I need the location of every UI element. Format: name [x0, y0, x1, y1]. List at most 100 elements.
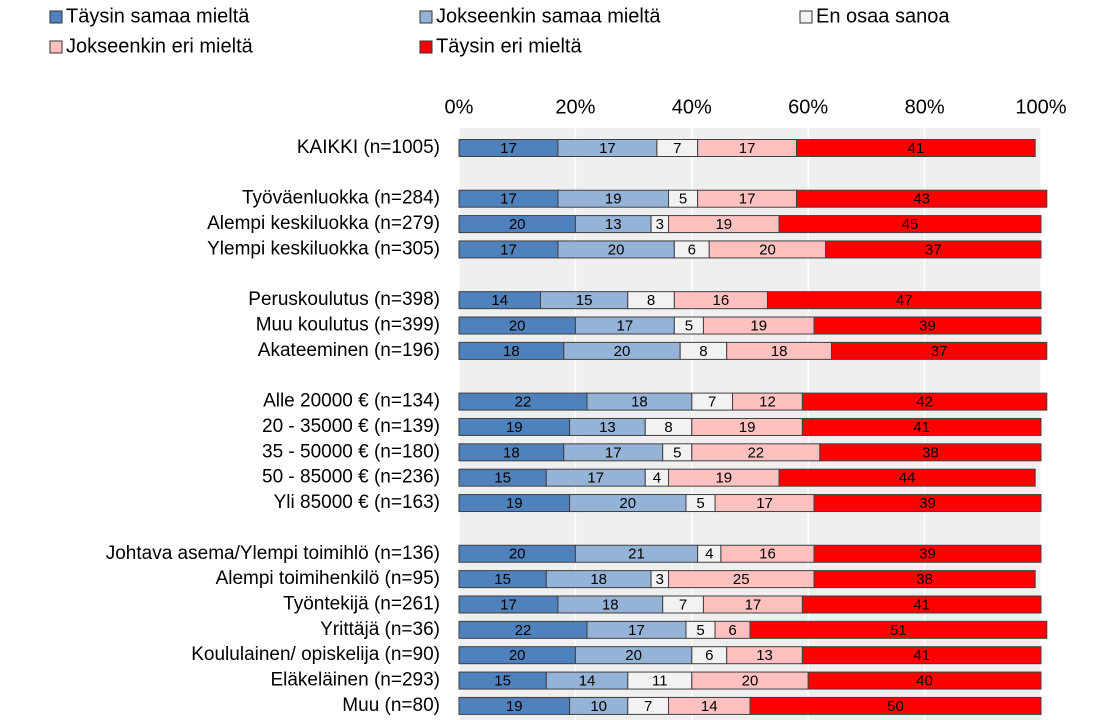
value-label: 19	[506, 495, 523, 512]
value-label: 20	[608, 241, 625, 258]
value-label: 14	[491, 292, 508, 309]
category-label: Peruskoulutus (n=398)	[248, 289, 440, 310]
value-label: 5	[679, 191, 687, 208]
category-label: Ylempi keskiluokka (n=305)	[207, 238, 440, 259]
value-label: 4	[705, 546, 713, 563]
value-label: 18	[590, 571, 607, 588]
value-label: 7	[679, 596, 687, 613]
legend-swatch	[799, 10, 813, 24]
value-label: 18	[503, 444, 520, 461]
value-label: 8	[664, 419, 672, 436]
value-label: 19	[715, 470, 732, 487]
category-label: 50 - 85000 € (n=236)	[262, 467, 440, 488]
value-label: 44	[899, 470, 916, 487]
value-label: 37	[931, 343, 948, 360]
bar-segment	[825, 240, 1042, 259]
value-label: 3	[656, 216, 664, 233]
value-label: 43	[913, 191, 930, 208]
value-label: 17	[745, 596, 762, 613]
bar-segment	[830, 341, 1048, 360]
bar-segment	[801, 595, 1042, 614]
category-label: Muu (n=80)	[342, 695, 440, 716]
value-label: 41	[913, 419, 930, 436]
value-label: 18	[503, 343, 520, 360]
bar-segment	[801, 392, 1048, 411]
bar-segment	[778, 468, 1036, 487]
x-tick-label: 0%	[445, 96, 474, 118]
value-label: 12	[759, 394, 776, 411]
bar-segment	[778, 215, 1042, 234]
bar-segment	[813, 494, 1042, 513]
value-label: 15	[494, 470, 511, 487]
x-tick-label: 20%	[555, 96, 595, 118]
value-label: 17	[756, 495, 773, 512]
value-label: 20	[509, 317, 526, 334]
value-label: 40	[916, 673, 933, 690]
value-label: 47	[896, 292, 913, 309]
value-label: 20	[509, 647, 526, 664]
bar-segment	[801, 646, 1042, 665]
bar-segment	[749, 620, 1048, 639]
legend-label: Jokseenkin eri mieltä	[66, 35, 254, 57]
value-label: 17	[500, 140, 517, 157]
category-label: 20 - 35000 € (n=139)	[262, 416, 440, 437]
value-label: 4	[653, 470, 661, 487]
legend-swatch	[49, 10, 63, 24]
category-label: KAIKKI (n=1005)	[297, 137, 440, 158]
value-label: 17	[628, 622, 645, 639]
value-label: 19	[715, 216, 732, 233]
value-label: 5	[673, 444, 681, 461]
value-label: 16	[759, 546, 776, 563]
value-label: 11	[652, 673, 668, 690]
value-label: 15	[494, 571, 511, 588]
category-label: Koululainen/ opiskelija (n=90)	[191, 644, 440, 665]
value-label: 39	[919, 495, 936, 512]
legend-label: Täysin samaa mieltä	[66, 5, 250, 27]
value-label: 3	[656, 571, 664, 588]
value-label: 5	[696, 495, 704, 512]
category-label: Johtava asema/Ylempi toimihlö (n=136)	[106, 543, 440, 564]
value-label: 14	[579, 673, 596, 690]
value-label: 41	[913, 647, 930, 664]
value-label: 7	[644, 698, 652, 715]
value-label: 19	[506, 419, 523, 436]
value-label: 37	[925, 241, 942, 258]
bar-segment	[813, 316, 1042, 335]
value-label: 17	[739, 140, 756, 157]
value-label: 19	[506, 698, 523, 715]
value-label: 39	[919, 546, 936, 563]
value-label: 17	[599, 140, 616, 157]
value-label: 15	[494, 673, 511, 690]
value-label: 25	[733, 571, 750, 588]
value-label: 17	[500, 596, 517, 613]
category-label: Yli 85000 € (n=163)	[274, 492, 440, 513]
value-label: 16	[713, 292, 730, 309]
value-label: 6	[705, 647, 713, 664]
value-label: 22	[515, 622, 532, 639]
legend-swatch	[419, 10, 433, 24]
value-label: 20	[742, 673, 759, 690]
value-label: 20	[509, 546, 526, 563]
legend-label: En osaa sanoa	[816, 5, 950, 27]
category-label: Muu koulutus (n=399)	[256, 315, 440, 336]
value-label: 17	[739, 191, 756, 208]
value-label: 20	[619, 495, 636, 512]
value-label: 50	[887, 698, 904, 715]
value-label: 22	[747, 444, 764, 461]
value-label: 17	[500, 241, 517, 258]
value-label: 14	[701, 698, 718, 715]
value-label: 41	[908, 140, 925, 157]
bar-segment	[807, 671, 1042, 690]
value-label: 13	[599, 419, 616, 436]
value-label: 7	[673, 140, 681, 157]
value-label: 19	[739, 419, 756, 436]
x-tick-label: 40%	[672, 96, 712, 118]
value-label: 38	[916, 571, 933, 588]
value-label: 18	[602, 596, 619, 613]
value-label: 13	[756, 647, 773, 664]
category-label: Alempi keskiluokka (n=279)	[207, 213, 440, 234]
legend-swatch	[49, 40, 63, 54]
value-label: 6	[688, 241, 696, 258]
value-label: 41	[913, 596, 930, 613]
bar-segment	[813, 570, 1036, 589]
